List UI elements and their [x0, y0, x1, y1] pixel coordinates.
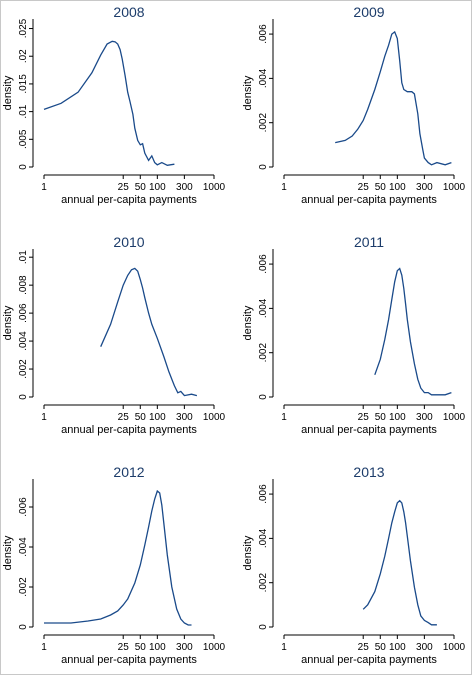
y-tick-label: .002 — [18, 359, 29, 379]
y-axis-title: density — [242, 305, 254, 340]
x-tick-label: 50 — [135, 182, 147, 193]
x-tick-label: 50 — [135, 412, 147, 423]
y-tick-label: 0 — [18, 394, 29, 400]
x-tick-label: 25 — [358, 182, 370, 193]
panel-2013: 2013 0 .002 .004 .006 1 25 50 100 300 1000 annual p… — [242, 464, 466, 666]
y-tick-label: 0 — [18, 624, 29, 630]
y-tick-label: .006 — [18, 303, 29, 323]
y-axis-title: density — [242, 535, 254, 570]
x-tick-label: 300 — [416, 412, 433, 423]
x-tick-label: 100 — [149, 182, 166, 193]
x-tick-label: 50 — [135, 642, 147, 653]
y-tick-label: .004 — [258, 528, 269, 548]
x-tick-label: 300 — [416, 182, 433, 193]
x-tick-label: 300 — [176, 642, 193, 653]
density-curve — [44, 489, 192, 626]
panel-2010: 2010 0 .002 .004 .006 .008 .01 1 25 50 100 300 1000 a… — [2, 234, 226, 436]
y-tick-label: .01 — [18, 104, 29, 118]
x-tick-label: 50 — [375, 642, 387, 653]
x-tick-label: 1 — [281, 182, 287, 193]
x-axis-title: annual per-capita payments — [61, 194, 197, 206]
panel-title: 2010 — [113, 234, 144, 250]
panel-title: 2009 — [353, 4, 384, 20]
y-tick-label: .006 — [258, 484, 269, 504]
panel-2008: 2008 0 .005 .01 .015 .02 .025 1 25 50 100 300 1000 an… — [2, 4, 226, 206]
x-tick-label: 1000 — [443, 182, 466, 193]
y-tick-label: .015 — [18, 74, 29, 94]
panel-2011: 2011 0 .002 .004 .006 1 25 50 100 300 1000 annual p… — [242, 234, 466, 436]
y-axis-title: density — [2, 535, 14, 570]
x-tick-label: 25 — [118, 182, 130, 193]
y-axis-title: density — [242, 75, 254, 110]
y-tick-label: 0 — [258, 624, 269, 630]
density-curve — [335, 30, 452, 166]
y-tick-label: .002 — [258, 113, 269, 133]
density-curve — [43, 40, 175, 166]
panel-2012: 2012 0 .002 .004 .006 1 25 50 100 300 1000 annual p… — [2, 464, 226, 666]
x-tick-label: 100 — [389, 642, 406, 653]
y-tick-label: .025 — [18, 18, 29, 38]
x-axis-title: annual per-capita payments — [61, 424, 197, 436]
y-tick-label: 0 — [258, 164, 269, 170]
x-tick-label: 25 — [358, 412, 370, 423]
panel-title: 2011 — [354, 234, 384, 250]
y-tick-label: .004 — [18, 331, 29, 351]
x-tick-label: 100 — [149, 412, 166, 423]
y-tick-label: .005 — [18, 129, 29, 149]
x-tick-label: 1000 — [203, 182, 226, 193]
y-axis-title: density — [2, 75, 14, 110]
panel-title: 2012 — [113, 464, 144, 480]
panel-title: 2013 — [353, 464, 384, 480]
y-axis-title: density — [2, 305, 14, 340]
x-tick-label: 1000 — [203, 642, 226, 653]
x-tick-label: 1000 — [443, 642, 466, 653]
y-tick-label: .006 — [258, 254, 269, 274]
x-tick-label: 300 — [416, 642, 433, 653]
y-tick-label: .004 — [258, 68, 269, 88]
x-tick-label: 100 — [389, 412, 406, 423]
y-tick-label: .002 — [258, 573, 269, 593]
density-curve — [362, 499, 437, 626]
y-tick-label: .002 — [18, 577, 29, 597]
x-tick-label: 1000 — [203, 412, 226, 423]
y-tick-label: .02 — [18, 49, 29, 63]
y-tick-label: .01 — [18, 250, 29, 264]
y-tick-label: .008 — [18, 275, 29, 295]
y-tick-label: .002 — [258, 343, 269, 363]
y-tick-label: .004 — [258, 298, 269, 318]
x-tick-label: 100 — [149, 642, 166, 653]
y-tick-label: .006 — [18, 497, 29, 517]
x-tick-label: 25 — [118, 642, 130, 653]
x-tick-label: 1000 — [443, 412, 466, 423]
x-tick-label: 100 — [389, 182, 406, 193]
density-curve — [374, 267, 452, 396]
y-tick-label: .004 — [18, 537, 29, 557]
density-curve — [100, 267, 198, 397]
x-axis-title: annual per-capita payments — [61, 654, 197, 666]
y-tick-label: 0 — [258, 394, 269, 400]
x-axis-title: annual per-capita payments — [301, 654, 437, 666]
x-tick-label: 1 — [281, 412, 287, 423]
y-tick-label: .006 — [258, 24, 269, 44]
x-tick-label: 1 — [41, 642, 47, 653]
panel-2009: 2009 0 .002 .004 .006 1 25 50 100 300 1000 annual p… — [242, 4, 466, 206]
x-tick-label: 1 — [281, 642, 287, 653]
x-axis-title: annual per-capita payments — [301, 194, 437, 206]
x-tick-label: 1 — [41, 182, 47, 193]
panel-title: 2008 — [113, 4, 144, 20]
x-tick-label: 50 — [375, 412, 387, 423]
y-tick-label: 0 — [18, 164, 29, 170]
x-tick-label: 300 — [176, 182, 193, 193]
x-tick-label: 25 — [358, 642, 370, 653]
x-tick-label: 50 — [375, 182, 387, 193]
x-tick-label: 1 — [41, 412, 47, 423]
x-axis-title: annual per-capita payments — [301, 424, 437, 436]
x-tick-label: 25 — [118, 412, 130, 423]
x-tick-label: 300 — [176, 412, 193, 423]
